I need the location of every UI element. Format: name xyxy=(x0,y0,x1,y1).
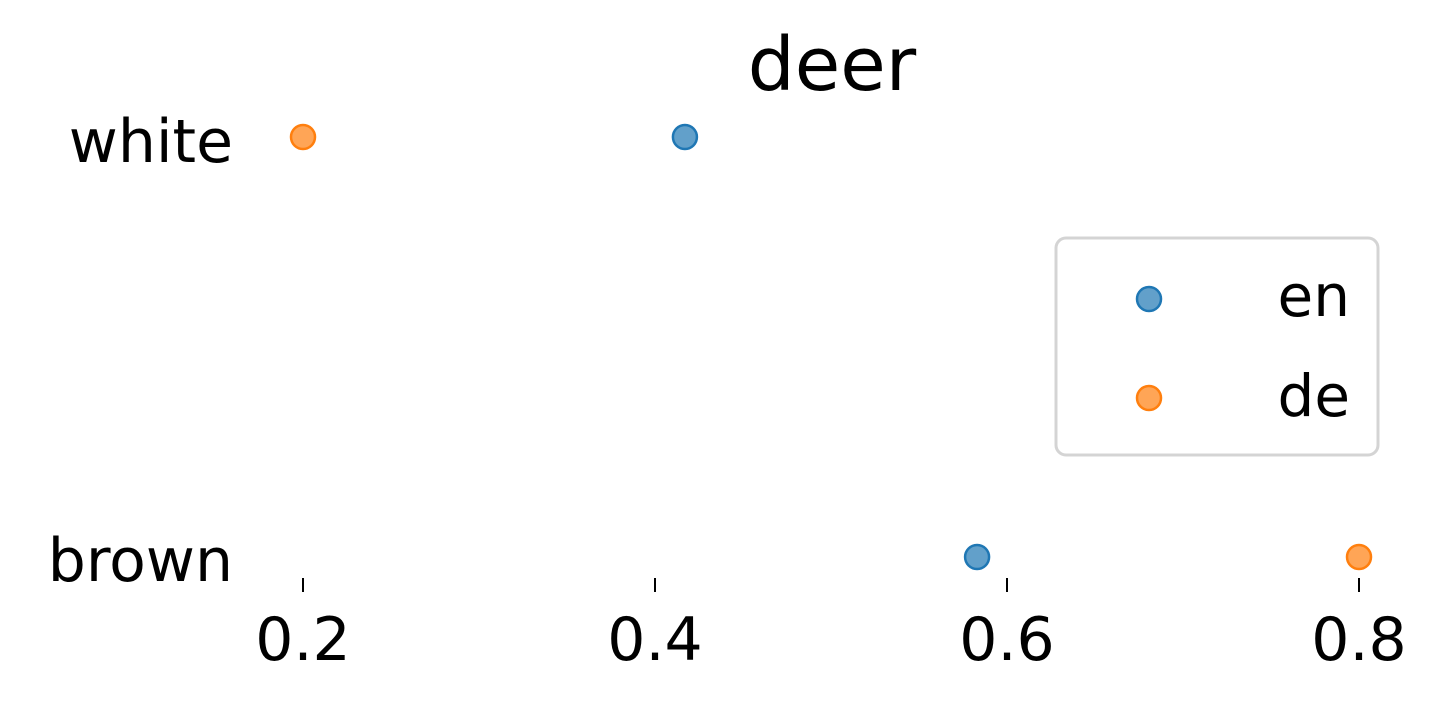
point-en-white xyxy=(671,123,699,151)
category-label-white: white xyxy=(69,107,233,177)
legend-label-en: en xyxy=(1278,262,1350,330)
x-axis: 0.2 0.4 0.6 0.8 xyxy=(255,578,1407,675)
legend: en de xyxy=(1054,236,1380,457)
legend-marker-de xyxy=(1135,384,1163,412)
x-tick-label: 0.4 xyxy=(607,605,702,675)
chart-title: deer xyxy=(748,22,917,108)
x-tick-label: 0.2 xyxy=(255,605,350,675)
x-tick-label: 0.8 xyxy=(1311,605,1406,675)
point-de-brown xyxy=(1345,543,1373,571)
point-de-white xyxy=(289,123,317,151)
legend-marker-en xyxy=(1135,285,1163,313)
category-label-brown: brown xyxy=(48,526,233,596)
legend-label-de: de xyxy=(1278,362,1351,430)
data-points xyxy=(289,123,1373,571)
point-en-brown xyxy=(963,543,991,571)
x-tick-label: 0.6 xyxy=(959,605,1054,675)
